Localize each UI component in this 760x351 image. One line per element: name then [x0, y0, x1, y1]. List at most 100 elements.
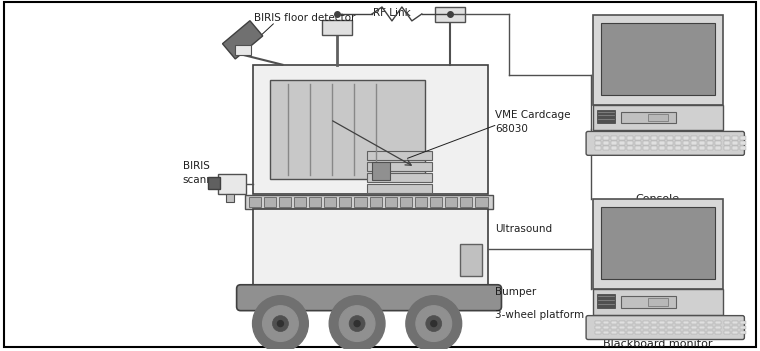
Bar [603, 141, 609, 145]
Bar [595, 331, 601, 334]
Bar [367, 184, 432, 193]
Bar [651, 146, 657, 150]
Bar [691, 137, 697, 140]
Text: Ultrasound: Ultrasound [496, 224, 553, 234]
Bar [675, 331, 681, 334]
Bar [682, 320, 689, 324]
Bar [595, 320, 601, 324]
Bar [619, 331, 625, 334]
Bar [611, 141, 617, 145]
FancyBboxPatch shape [236, 285, 502, 311]
Bar [643, 326, 649, 329]
Bar [635, 331, 641, 334]
Bar [627, 137, 633, 140]
Bar [659, 326, 665, 329]
Bar [740, 137, 746, 140]
Bar [733, 146, 739, 150]
Bar [659, 137, 665, 140]
Text: Console: Console [635, 194, 680, 204]
Bar [648, 113, 668, 121]
Bar [667, 331, 673, 334]
Bar [707, 331, 713, 334]
Text: BIRIS
scanner: BIRIS scanner [183, 161, 224, 185]
Bar [675, 320, 681, 324]
Bar [707, 137, 713, 140]
Bar [207, 177, 220, 189]
Bar [740, 146, 746, 150]
Circle shape [354, 320, 360, 326]
Bar [714, 141, 720, 145]
Bar [252, 209, 487, 289]
Bar [682, 146, 689, 150]
Bar [595, 326, 601, 329]
Bar [619, 320, 625, 324]
Bar [691, 326, 697, 329]
Circle shape [416, 306, 451, 342]
Text: BIRIS floor detector: BIRIS floor detector [254, 13, 355, 23]
Bar [619, 146, 625, 150]
Circle shape [426, 316, 442, 332]
Bar [593, 199, 723, 289]
Bar [309, 197, 321, 207]
Bar [659, 141, 665, 145]
Bar [667, 141, 673, 145]
Bar [740, 331, 746, 334]
Bar [603, 320, 609, 324]
Bar [740, 141, 746, 145]
Bar [627, 320, 633, 324]
Circle shape [406, 296, 461, 351]
Text: RF Link: RF Link [373, 8, 411, 18]
Bar [740, 320, 746, 324]
Bar [651, 141, 657, 145]
Bar [667, 320, 673, 324]
Bar [367, 162, 432, 171]
Bar [369, 197, 382, 207]
Bar [659, 320, 665, 324]
Bar [279, 197, 291, 207]
Bar [691, 141, 697, 145]
Bar [226, 194, 233, 202]
Bar [385, 197, 397, 207]
Bar [667, 137, 673, 140]
Bar [249, 197, 261, 207]
Bar [698, 331, 705, 334]
Bar [675, 326, 681, 329]
Bar [264, 197, 276, 207]
Bar [235, 45, 251, 55]
Bar [643, 141, 649, 145]
Bar [733, 326, 739, 329]
Bar [698, 326, 705, 329]
Bar [651, 320, 657, 324]
Bar [621, 296, 676, 308]
Bar [619, 326, 625, 329]
Bar [667, 326, 673, 329]
Bar [271, 80, 425, 179]
Bar [648, 298, 668, 306]
Bar [430, 197, 442, 207]
Bar [603, 331, 609, 334]
Text: VME Cardcage
68030: VME Cardcage 68030 [496, 110, 571, 133]
Circle shape [349, 316, 365, 332]
Bar [675, 146, 681, 150]
Bar [714, 137, 720, 140]
Bar [724, 137, 730, 140]
Bar [707, 320, 713, 324]
Text: Blackboard monitor: Blackboard monitor [603, 338, 713, 349]
Bar [724, 326, 730, 329]
Bar [714, 320, 720, 324]
Bar [325, 197, 337, 207]
Bar [707, 141, 713, 145]
Circle shape [277, 320, 283, 326]
Bar [667, 146, 673, 150]
FancyBboxPatch shape [586, 131, 744, 155]
Bar [682, 137, 689, 140]
Circle shape [262, 306, 299, 342]
Bar [593, 289, 723, 314]
Bar [601, 23, 714, 94]
Bar [611, 331, 617, 334]
Bar [698, 320, 705, 324]
Circle shape [329, 296, 385, 351]
Bar [691, 146, 697, 150]
Bar [675, 141, 681, 145]
Bar [611, 146, 617, 150]
